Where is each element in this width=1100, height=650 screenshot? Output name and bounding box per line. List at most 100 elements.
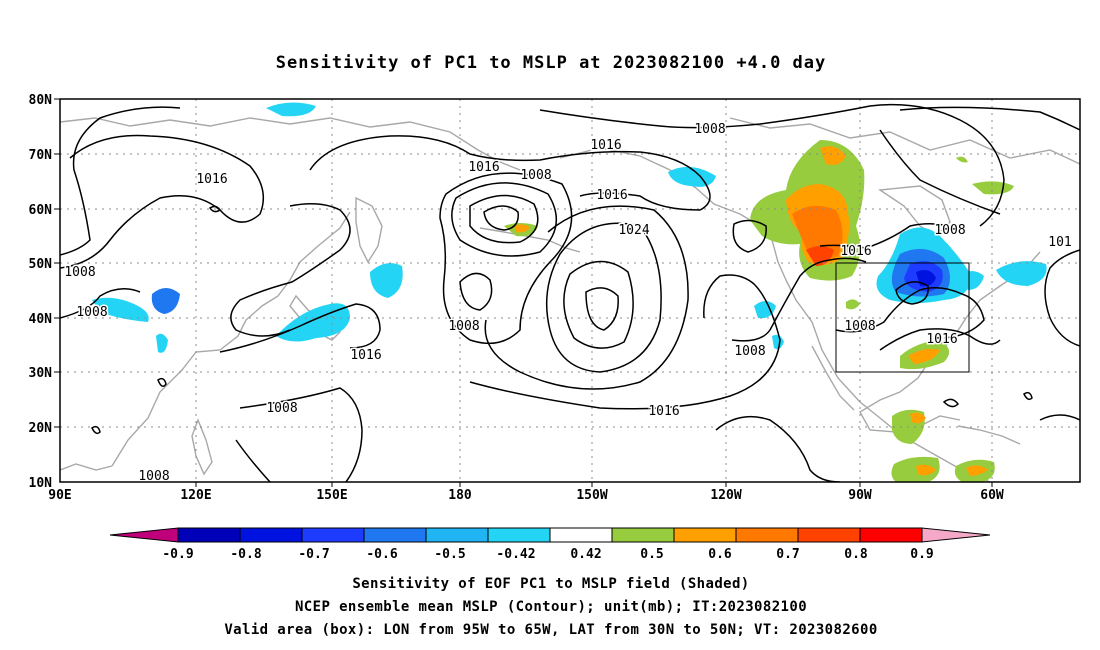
coast-canada-north: [729, 117, 1080, 165]
lon-label: 60W: [980, 488, 1004, 503]
contour-high-2: [563, 260, 634, 349]
map-panel: 1008 1016 1016 1008 1016 1024 1008 1008 …: [60, 99, 1080, 484]
shade-negative-maritime: [960, 271, 984, 290]
colorbar-label: -0.42: [496, 547, 535, 562]
lon-axis: 90E 120E 150E 180 150W 120W 90W 60W: [48, 482, 1004, 503]
caption-contour: NCEP ensemble mean MSLP (Contour); unit(…: [295, 599, 807, 615]
contour-east-trop: [1039, 414, 1080, 421]
coast-hudson: [877, 185, 951, 237]
contour-na-ring: [895, 281, 929, 305]
colorbar-label: -0.8: [230, 547, 261, 562]
colorbar-swatch: [797, 527, 861, 543]
coast-baja: [811, 345, 855, 411]
coast-aleutians: [479, 227, 581, 253]
contour-label: 1008: [844, 319, 875, 334]
contour-label: 1008: [138, 469, 169, 484]
contour-low-ring-2: [469, 194, 539, 244]
shade-negative-eastpac-2: [772, 334, 784, 350]
contour-label: 1016: [840, 244, 871, 259]
caption-shading: Sensitivity of EOF PC1 to MSLP field (Sh…: [352, 576, 749, 592]
contour-na-1008-a: [731, 257, 867, 342]
caption-valid-area: Valid area (box): LON from 95W to 65W, L…: [224, 622, 877, 638]
contour-label: 1008: [64, 265, 95, 280]
lon-label: 90W: [848, 488, 872, 503]
coast-china-south: [60, 463, 113, 471]
shade-negative-eastpac: [754, 301, 776, 319]
colorbar-label: -0.6: [366, 547, 397, 562]
colorbar-label: -0.9: [162, 547, 193, 562]
shade-negative-atlantic: [996, 261, 1047, 286]
coast-na-west: [771, 239, 991, 482]
colorbar-label: 0.5: [640, 547, 663, 562]
colorbar-swatch: [549, 527, 613, 543]
contour-label: 1016: [926, 332, 957, 347]
lat-label: 70N: [29, 148, 53, 163]
lon-label: 120E: [180, 488, 211, 503]
lat-label: 80N: [29, 93, 53, 108]
shade-negative-china-3: [156, 333, 168, 353]
contour-label: 1008: [734, 344, 765, 359]
colorbar-swatch: [363, 527, 427, 543]
shade-positive-bering-core: [514, 224, 530, 233]
contour-na-1008-b: [835, 287, 985, 339]
lon-label: 90E: [48, 488, 71, 503]
lon-label: 180: [448, 488, 472, 503]
lon-label: 120W: [710, 488, 741, 503]
colorbar-label: 0.6: [708, 547, 732, 562]
chart-title: Sensitivity of PC1 to MSLP at 2023082100…: [276, 53, 827, 73]
contour-label: 1008: [448, 319, 479, 334]
contour-label: 1008: [76, 305, 107, 320]
colorbar-swatch: [487, 527, 551, 543]
colorbar-boxes: [177, 527, 923, 543]
lat-label: 40N: [29, 312, 53, 327]
shade-positive-caribbean-3-core: [966, 465, 988, 476]
coast-siberia: [60, 117, 521, 171]
contour-atlantic-1016: [1044, 249, 1080, 347]
lat-label: 10N: [29, 476, 53, 491]
contour-label: 1016: [196, 172, 227, 187]
colorbar: -0.9 -0.8 -0.7 -0.6 -0.5 -0.42 0.42 0.5 …: [109, 527, 991, 562]
contour-low-ring-5: [459, 272, 493, 311]
shade-positive-caribbean-2: [891, 456, 940, 482]
colorbar-label: 0.7: [776, 547, 799, 562]
shade-positive-greatlakes-small: [846, 299, 860, 310]
shade-negative-kuril: [370, 263, 403, 298]
shade-negative-china-2: [151, 288, 180, 314]
contour-small-3: [942, 398, 959, 408]
shade-positive-caribbean-1-core: [910, 412, 926, 424]
map-frame: [59, 98, 1081, 483]
contour-label: 1008: [520, 168, 551, 183]
contour-small-4: [1023, 391, 1033, 401]
contour-small-2: [91, 425, 101, 435]
colorbar-label: 0.9: [910, 547, 933, 562]
contour-small-1: [157, 377, 167, 387]
shade-positive-canada-top: [820, 146, 846, 165]
contour-high-1: [585, 287, 619, 331]
colorbar-neg-arrow: [109, 527, 179, 543]
contour-label: 1008: [266, 401, 297, 416]
contour-low-ring-3: [451, 182, 558, 257]
contour-low-ring-4: [439, 172, 573, 345]
lat-label: 60N: [29, 203, 53, 218]
lon-label: 150W: [576, 488, 607, 503]
shade-positive-caribbean-2-core: [916, 464, 936, 476]
lat-axis: 80N 70N 60N 50N 40N 30N 20N 10N: [29, 93, 60, 491]
colorbar-swatch: [673, 527, 737, 543]
contour-asia-1008-a: [60, 106, 181, 256]
colorbar-label: -0.5: [434, 547, 465, 562]
contour-polar-1008: [539, 103, 1005, 227]
coast-asia-east: [111, 211, 351, 467]
contour-tropics-1008: [239, 387, 363, 482]
coast-caribbean: [957, 425, 1021, 445]
contour-label: 1008: [934, 223, 965, 238]
contour-lab-loop: [732, 219, 767, 253]
contour-polar-1016: [309, 135, 711, 211]
contour-arctic-loop: [899, 106, 1080, 131]
shade-positive-greenland-2: [956, 156, 968, 163]
colorbar-label: 0.8: [844, 547, 868, 562]
contour-na-1016-b: [879, 328, 1001, 351]
lat-label: 20N: [29, 421, 53, 436]
lat-label: 50N: [29, 257, 53, 272]
colorbar-label: 0.42: [570, 547, 601, 562]
